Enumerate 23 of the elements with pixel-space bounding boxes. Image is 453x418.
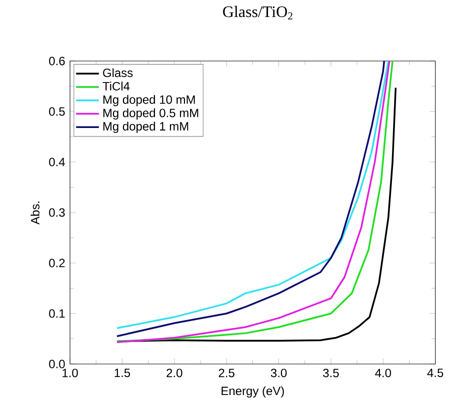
x-tick-label: 2.5 [218,368,234,378]
y-tick-label: 0.5 [49,107,65,116]
y-tick-label: 0.0 [49,360,65,368]
y-tick-label: 0.3 [49,208,65,217]
legend-label: TiCl4 [102,82,130,90]
x-tick-label: 3.0 [270,368,287,378]
legend-label: Glass [103,68,133,78]
legend-label: Mg doped 10 mM [103,95,195,106]
y-axis-title: Abs. [30,202,40,224]
x-tick-label: 1.0 [62,368,78,378]
x-tick-label: 3.5 [323,368,339,378]
x-tick-label: 1.5 [114,368,130,378]
x-tick-label: 4.5 [427,368,444,378]
x-tick-label: 4.0 [375,368,392,378]
y-tick-label: 0.4 [49,158,65,166]
chart-title: Glass/TiO$_{2}$ [223,6,292,20]
y-tick-label: 0.6 [49,56,65,66]
y-tick-label: 0.2 [49,258,65,268]
legend-label: Mg doped 1 mM [103,122,188,133]
x-axis-title: Energy (eV) [222,386,284,398]
x-tick-label: 2.0 [166,368,182,378]
legend-label: Mg doped 0.5 mM [103,108,198,120]
y-tick-label: 0.1 [49,309,65,318]
